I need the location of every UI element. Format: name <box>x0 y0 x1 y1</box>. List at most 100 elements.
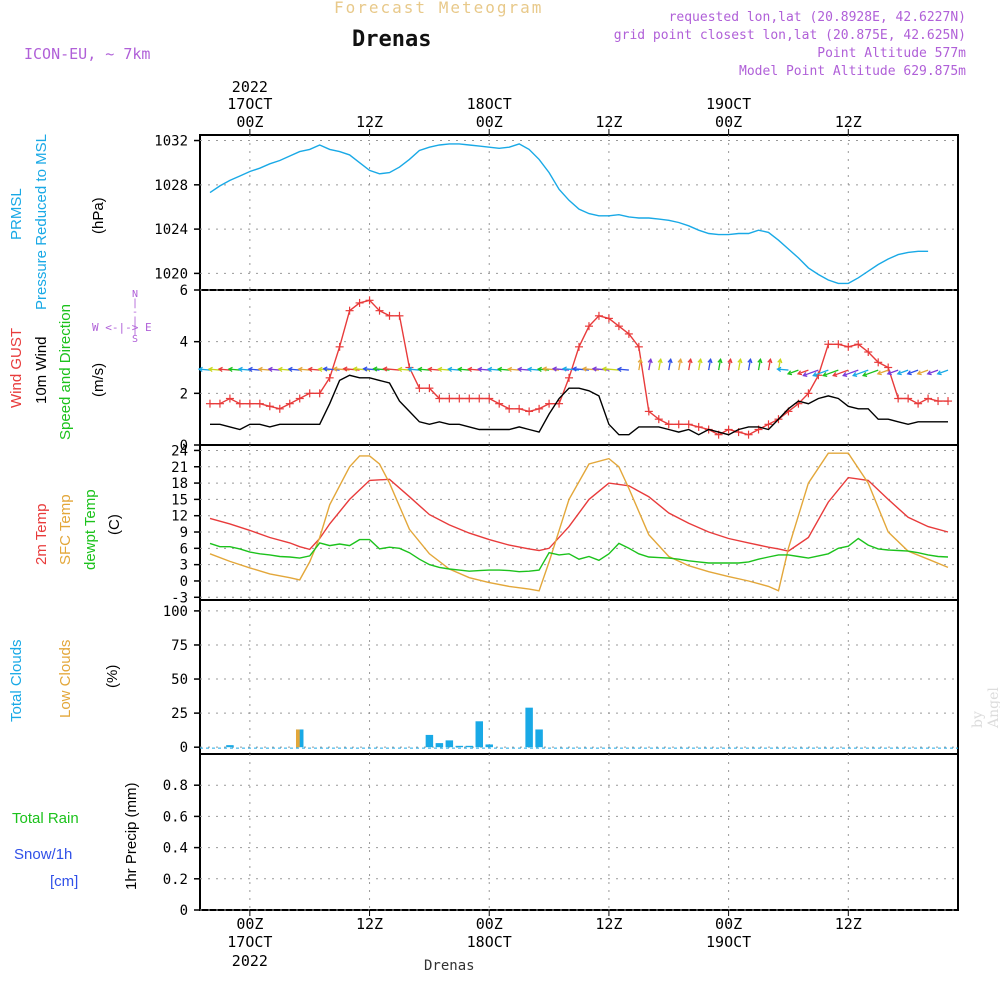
total-clouds-bar <box>465 745 474 748</box>
wind-direction-arrowhead <box>687 358 693 364</box>
wind-direction-arrow <box>927 369 939 375</box>
prmsl-line <box>209 143 929 285</box>
wind-direction-arrowhead <box>267 366 273 373</box>
wind-10m-line <box>210 374 948 436</box>
wind-direction-arrowhead <box>322 366 328 372</box>
wind-direction-arrowhead <box>467 366 473 373</box>
x-label-top: 00Z <box>236 113 263 131</box>
pressure-label: Pressure Reduced to MSL <box>33 134 50 310</box>
y-tick-label-temp: 6 <box>180 541 188 557</box>
wind-direction-arrowhead <box>317 366 323 373</box>
wind-direction-arrow <box>448 368 460 371</box>
y-tick-label-wind: 2 <box>180 386 188 402</box>
x-label-top: 12Z <box>835 113 862 131</box>
temp-unit: (C) <box>106 514 123 535</box>
wind-direction-arrowhead <box>796 370 803 376</box>
wind-direction-arrow <box>648 359 652 371</box>
y-tick-label-temp: -3 <box>171 590 188 606</box>
wind-direction-arrow <box>917 369 929 375</box>
wind-direction-arrow <box>833 369 849 377</box>
wind-direction-arrow <box>717 359 722 371</box>
panel-frame-temp <box>199 444 959 601</box>
wind-direction-arrowhead <box>397 366 403 373</box>
wind-direction-arrowhead <box>747 358 753 364</box>
total-clouds-label: Total Clouds <box>8 639 25 722</box>
wind-direction-arrow <box>747 359 752 371</box>
x-label-bottom: 12Z <box>356 915 383 933</box>
wind-direction-arrow <box>553 368 570 371</box>
wind-direction-arrow <box>737 359 742 371</box>
x-label-bottom: 2022 <box>232 952 268 970</box>
wind-gust-label: Wind GUST <box>8 327 25 408</box>
wind-direction-arrow <box>323 368 340 371</box>
wind-direction-arrowhead <box>307 366 313 373</box>
total-clouds-bar <box>445 740 454 748</box>
wind-direction-arrow <box>668 359 672 371</box>
wind-direction-arrowhead <box>342 366 348 372</box>
wind-direction-arrowhead <box>717 358 723 364</box>
prmsl-label: PRMSL <box>8 188 25 240</box>
wind-direction-arrow <box>767 359 772 371</box>
wind-direction-arrow <box>757 359 762 371</box>
wind-direction-arrow <box>408 368 420 371</box>
wind-direction-arrow <box>617 368 629 371</box>
wind-direction-arrowhead <box>197 366 203 373</box>
pressure-unit: (hPa) <box>90 197 107 234</box>
wind-direction-arrow <box>572 368 590 371</box>
wind-direction-arrowhead <box>767 358 773 364</box>
wind-direction-arrow <box>843 369 859 377</box>
wind-direction-arrow <box>698 359 702 371</box>
wind-direction-arrow <box>208 368 221 371</box>
wind-direction-arrow <box>877 369 889 375</box>
wind-direction-arrow <box>398 368 410 371</box>
grid-point-coords: grid point closest lon,lat (20.875E, 42.… <box>613 28 966 43</box>
x-label-bottom: 00Z <box>715 915 742 933</box>
point-altitude: Point Altitude 577m <box>817 46 966 61</box>
wind-direction-arrow <box>582 368 600 371</box>
x-label-top: 19OCT <box>706 95 751 113</box>
total-clouds-bar <box>475 721 484 748</box>
brand-title: Forecast Meteogram <box>334 0 544 17</box>
wind-direction-arrow <box>238 368 250 371</box>
total-clouds-bar <box>485 744 493 748</box>
wind-direction-arrowhead <box>247 366 253 373</box>
wind-direction-arrowhead <box>496 366 503 373</box>
wind-direction-arrow <box>897 369 909 375</box>
wind-direction-arrow <box>727 359 732 371</box>
wind-direction-arrowhead <box>332 366 338 372</box>
watermark: by Angel <box>970 687 1000 728</box>
y-tick-label-precip: 0.6 <box>163 809 188 825</box>
wind-direction-arrow <box>777 368 789 371</box>
wind-direction-arrow <box>343 368 360 371</box>
temp-2m-label: 2m Temp <box>33 503 50 565</box>
wind-direction-arrow <box>298 368 310 371</box>
wind-direction-arrowhead <box>486 366 493 373</box>
y-tick-label-clouds: 100 <box>163 604 188 620</box>
y-tick-label-pressure: 1032 <box>154 134 188 150</box>
wind-direction-arrow <box>288 368 300 371</box>
wind-direction-arrow <box>708 359 712 371</box>
x-label-top: 12Z <box>595 113 622 131</box>
wind-direction-arrowhead <box>832 372 838 377</box>
y-tick-label-clouds: 0 <box>180 740 188 756</box>
y-tick-label-precip: 0 <box>180 903 188 919</box>
wind-direction-arrow <box>268 368 280 371</box>
y-tick-label-temp: 21 <box>171 460 188 476</box>
wind-direction-arrowhead <box>916 370 922 376</box>
wind-direction-arrowhead <box>382 366 388 372</box>
wind-direction-arrowhead <box>822 372 828 377</box>
y-tick-label-clouds: 25 <box>171 706 188 722</box>
requested-coords: requested lon,lat (20.8928E, 42.6227N) <box>668 10 966 25</box>
wind-direction-arrow <box>907 369 919 375</box>
total-clouds-bar <box>425 734 434 748</box>
wind-direction-arrowhead <box>657 358 663 364</box>
x-label-top: 12Z <box>356 113 383 131</box>
wind-direction-arrow <box>428 368 440 371</box>
x-label-bottom: 19OCT <box>706 933 751 951</box>
wind-direction-arrow <box>678 359 682 371</box>
y-tick-label-precip: 0.4 <box>163 841 188 857</box>
wind-direction-arrowhead <box>591 366 597 372</box>
wind-direction-arrow <box>333 368 350 371</box>
wind-direction-arrowhead <box>936 370 942 376</box>
wind-direction-arrowhead <box>637 358 643 364</box>
